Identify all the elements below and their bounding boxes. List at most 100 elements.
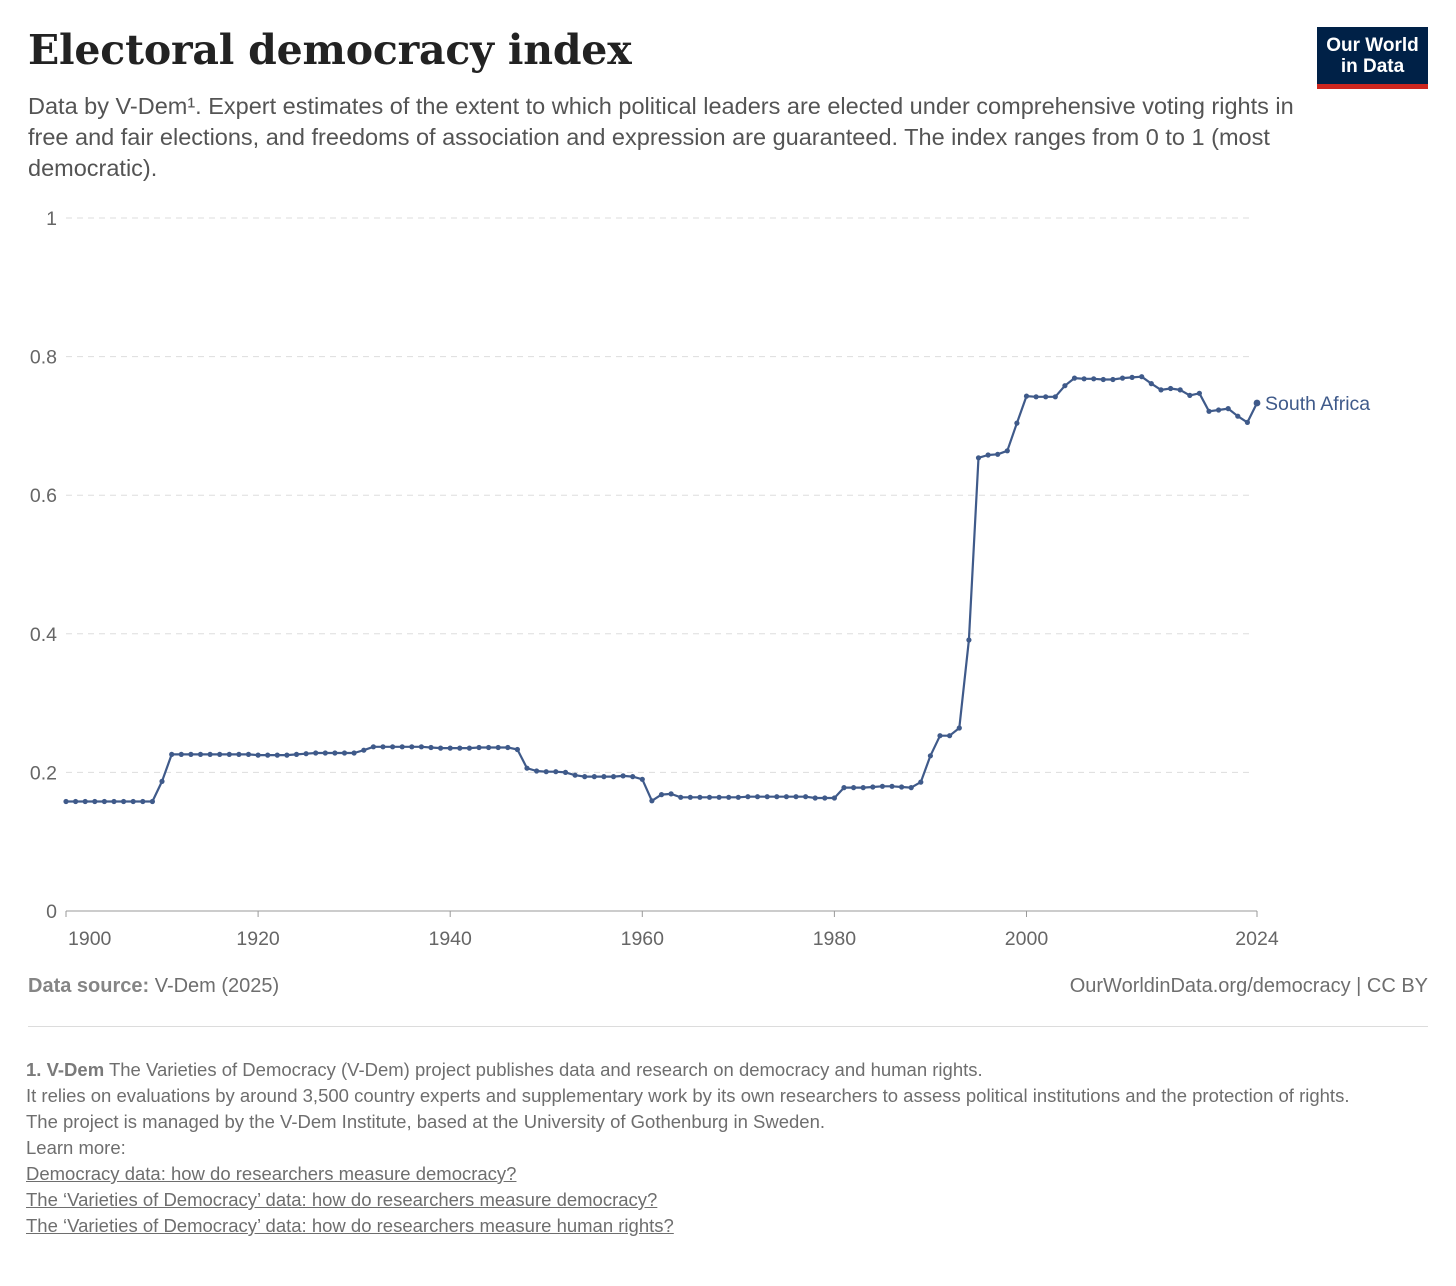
data-point bbox=[937, 733, 943, 739]
data-point bbox=[562, 769, 569, 776]
data-point bbox=[457, 745, 463, 751]
x-tick-label: 1960 bbox=[621, 928, 665, 950]
data-point bbox=[351, 750, 357, 756]
data-point bbox=[995, 451, 1001, 457]
data-point bbox=[1014, 420, 1020, 426]
data-point bbox=[255, 752, 261, 758]
data-point bbox=[1129, 374, 1135, 380]
data-point bbox=[1206, 408, 1212, 414]
data-point bbox=[303, 751, 309, 757]
y-tick-label: 0.4 bbox=[30, 624, 57, 646]
data-point bbox=[159, 778, 165, 785]
data-source-value: V-Dem (2025) bbox=[154, 975, 280, 997]
data-point bbox=[178, 751, 184, 758]
data-point bbox=[534, 768, 540, 774]
data-point bbox=[274, 752, 280, 758]
data-point bbox=[149, 798, 155, 805]
data-point bbox=[879, 783, 886, 789]
footnote-learn-more: Learn more: bbox=[26, 1137, 126, 1158]
data-point bbox=[361, 747, 367, 753]
data-point bbox=[812, 795, 818, 801]
data-point bbox=[1119, 375, 1126, 381]
data-point bbox=[1168, 385, 1174, 392]
data-point bbox=[226, 751, 232, 758]
data-point bbox=[678, 794, 684, 800]
data-point bbox=[495, 744, 501, 751]
x-tick-label: 2000 bbox=[1005, 928, 1049, 950]
x-tick-label: 1940 bbox=[428, 928, 472, 950]
owid-logo[interactable]: Our World in Data bbox=[1317, 27, 1428, 89]
data-point bbox=[130, 798, 136, 805]
data-point bbox=[217, 751, 223, 758]
data-point bbox=[1100, 376, 1106, 383]
chart-subtitle: Data by V-Dem¹. Expert estimates of the … bbox=[28, 93, 1294, 181]
footer-divider bbox=[28, 1026, 1428, 1027]
link-democracy-data[interactable]: Democracy data: how do researchers measu… bbox=[26, 1163, 517, 1184]
data-point bbox=[409, 744, 415, 750]
data-point bbox=[927, 753, 934, 759]
data-point bbox=[207, 751, 213, 758]
data-point bbox=[899, 784, 905, 790]
link-vdem-human-rights[interactable]: The ‘Varieties of Democracy’ data: how d… bbox=[26, 1215, 674, 1236]
data-point bbox=[620, 773, 626, 779]
data-point bbox=[1033, 394, 1039, 400]
footnotes: 1. V-Dem The Varieties of Democracy (V-D… bbox=[26, 1057, 1406, 1239]
data-point bbox=[658, 792, 665, 798]
data-point bbox=[284, 752, 290, 758]
data-point bbox=[1043, 394, 1049, 400]
data-point bbox=[486, 744, 492, 751]
data-point bbox=[121, 798, 127, 805]
data-point bbox=[851, 785, 857, 791]
data-point bbox=[1253, 399, 1261, 407]
data-point bbox=[313, 750, 319, 756]
footnote-text-1: The Varieties of Democracy (V-Dem) proje… bbox=[108, 1059, 983, 1080]
y-tick-label: 1 bbox=[46, 208, 57, 230]
data-point bbox=[140, 798, 146, 805]
data-point bbox=[293, 751, 300, 758]
data-point bbox=[947, 733, 953, 739]
data-point bbox=[553, 769, 559, 775]
data-point bbox=[649, 798, 655, 804]
license-link[interactable]: OurWorldinData.org/democracy | CC BY bbox=[1069, 975, 1428, 997]
data-source-label: Data source: bbox=[28, 975, 150, 997]
data-point bbox=[1244, 419, 1250, 425]
data-point bbox=[245, 751, 252, 758]
data-point bbox=[1110, 376, 1116, 383]
data-point bbox=[63, 798, 69, 805]
data-point bbox=[975, 455, 982, 461]
data-point bbox=[687, 794, 693, 800]
data-point bbox=[1139, 374, 1145, 380]
data-point bbox=[822, 795, 828, 801]
data-point bbox=[73, 798, 79, 805]
data-point bbox=[265, 752, 271, 758]
data-point bbox=[322, 750, 328, 756]
data-point bbox=[591, 774, 597, 780]
y-tick-label: 0 bbox=[46, 901, 57, 923]
data-point bbox=[706, 794, 713, 800]
data-point bbox=[466, 745, 472, 751]
line-chart: 0 0.2 0.4 0.6 0.8 1 1900 1920 1940 1960 1980 2000 20… bbox=[30, 208, 1370, 950]
series-label: South Africa bbox=[1265, 393, 1370, 415]
data-point bbox=[92, 798, 98, 805]
data-point bbox=[572, 772, 578, 778]
y-tick-label: 0.8 bbox=[30, 347, 57, 369]
data-point bbox=[418, 744, 424, 750]
data-point bbox=[985, 452, 991, 458]
data-point bbox=[447, 745, 453, 751]
data-point bbox=[793, 794, 799, 800]
data-point bbox=[764, 794, 770, 800]
data-point bbox=[783, 794, 790, 800]
data-point bbox=[745, 794, 751, 800]
data-point bbox=[908, 785, 914, 791]
link-vdem-democracy[interactable]: The ‘Varieties of Democracy’ data: how d… bbox=[26, 1189, 658, 1210]
data-point bbox=[390, 744, 396, 750]
x-tick-label: 1920 bbox=[236, 928, 280, 950]
data-point bbox=[1216, 407, 1222, 413]
data-point bbox=[831, 795, 838, 801]
data-point bbox=[1187, 392, 1193, 398]
chart-title: Electoral democracy index bbox=[28, 26, 632, 74]
data-point bbox=[1225, 406, 1231, 412]
data-point bbox=[1158, 387, 1164, 393]
data-point bbox=[1196, 390, 1202, 396]
x-tick-label: 1980 bbox=[813, 928, 857, 950]
